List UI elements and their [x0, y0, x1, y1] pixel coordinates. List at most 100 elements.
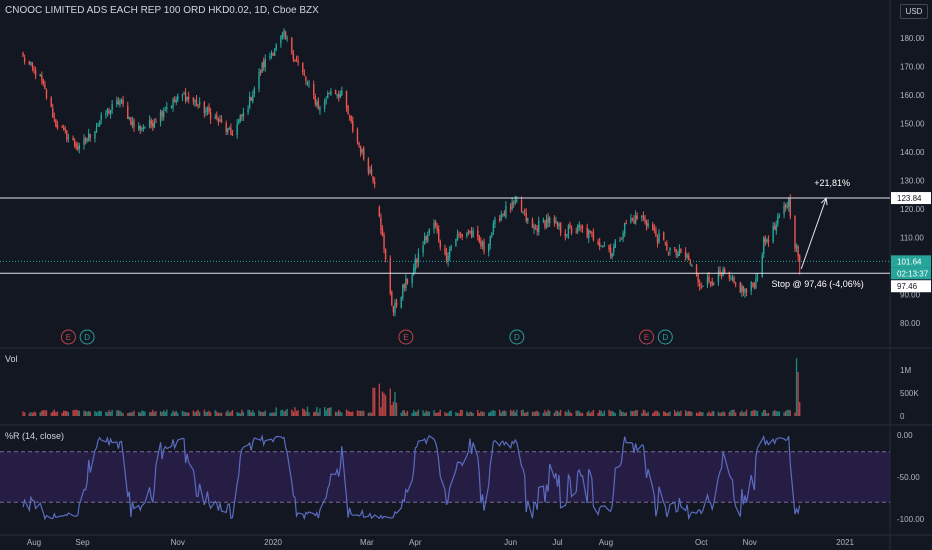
volume-bar: [633, 411, 635, 416]
volume-bar: [458, 413, 460, 416]
volume-bar: [137, 412, 140, 416]
candle-body: [778, 215, 781, 217]
volume-bar: [741, 410, 743, 416]
candle-body: [489, 236, 491, 245]
volume-bar: [613, 411, 615, 416]
volume-bar: [777, 411, 779, 416]
candle-body: [292, 53, 295, 60]
volume-bar: [228, 412, 231, 416]
volume-bar: [523, 412, 526, 416]
volume-bar: [139, 412, 141, 416]
event-marker-earnings[interactable]: [639, 329, 655, 345]
candle-body: [556, 221, 559, 227]
volume-bar: [555, 410, 557, 416]
volume-bar: [120, 411, 123, 416]
candle-body: [731, 277, 734, 280]
event-marker-dividend[interactable]: [79, 329, 95, 345]
volume-bar: [413, 410, 415, 416]
volume-bar: [722, 411, 724, 416]
volume-bar: [680, 410, 682, 416]
candle-body: [22, 53, 24, 57]
volume-bar: [558, 412, 560, 416]
candle-body: [219, 119, 221, 121]
candle-body: [144, 126, 146, 128]
candle-body: [42, 79, 45, 84]
candle-body: [220, 118, 223, 123]
candle-body: [600, 245, 602, 247]
volume-bar: [105, 411, 107, 416]
candle-body: [181, 94, 184, 97]
candle-body: [511, 201, 513, 209]
candle-body: [197, 104, 199, 106]
candle-body: [198, 101, 201, 105]
candle-body: [702, 286, 704, 288]
candle-body: [580, 227, 582, 229]
volume-bar: [227, 410, 229, 416]
candle-body: [653, 228, 656, 230]
candle-body: [159, 111, 162, 122]
candle-body: [316, 102, 318, 106]
candle-body: [269, 56, 271, 58]
volume-bar: [677, 410, 679, 416]
candle-body: [31, 63, 34, 68]
candle-body: [684, 251, 687, 258]
volume-bar: [795, 358, 798, 416]
volume-bar: [644, 410, 646, 416]
volume-bar: [205, 411, 207, 416]
candle-body: [713, 283, 715, 285]
candle-body: [719, 270, 721, 273]
price-axis-label: 180.00: [900, 34, 925, 43]
candle-body: [752, 282, 754, 285]
candle-body: [56, 124, 59, 129]
candle-body: [720, 273, 723, 275]
candle-body: [306, 82, 309, 84]
volume-axis-label: 0: [900, 412, 905, 421]
candle-body: [461, 234, 463, 237]
event-marker-dividend[interactable]: [657, 329, 673, 345]
candle-body: [350, 116, 352, 122]
volume-bar: [436, 412, 438, 416]
volume-bar: [734, 412, 737, 416]
candle-body: [698, 283, 701, 286]
candle-body: [395, 301, 398, 307]
volume-bar: [61, 412, 63, 416]
candle-body: [422, 245, 424, 253]
candle-body: [53, 117, 56, 119]
candle-body: [248, 96, 251, 108]
volume-bar: [717, 411, 720, 416]
candle-body: [619, 239, 621, 241]
volume-bar: [477, 410, 479, 416]
volume-bar: [503, 410, 506, 416]
volume-bar: [381, 391, 384, 416]
volume-bar: [144, 411, 146, 416]
volume-bar: [534, 411, 537, 416]
candle-body: [647, 223, 649, 227]
candle-body: [520, 200, 523, 212]
volume-bar: [286, 408, 288, 416]
volume-bar: [62, 410, 65, 416]
candle-body: [423, 236, 426, 245]
volume-bar: [425, 410, 427, 416]
candle-body: [216, 114, 218, 119]
event-marker-earnings[interactable]: [398, 329, 414, 345]
volume-bar: [392, 401, 395, 416]
candle-body: [744, 289, 746, 294]
event-marker-earnings[interactable]: [60, 329, 76, 345]
candle-body: [120, 100, 123, 102]
candle-body: [89, 134, 91, 138]
candle-body: [467, 232, 470, 234]
volume-bar: [242, 412, 245, 416]
wr-axis-label: -100.00: [897, 515, 925, 524]
currency-button[interactable]: USD: [900, 4, 928, 19]
volume-bar: [678, 412, 681, 416]
event-marker-letter: D: [514, 333, 520, 342]
volume-bar: [664, 411, 667, 416]
volume-bar: [109, 411, 112, 416]
candle-body: [263, 61, 265, 67]
candle-body: [270, 53, 273, 55]
volume-bar: [247, 409, 249, 416]
volume-bar: [745, 409, 748, 416]
event-marker-dividend[interactable]: [509, 329, 525, 345]
volume-bar: [84, 411, 87, 416]
